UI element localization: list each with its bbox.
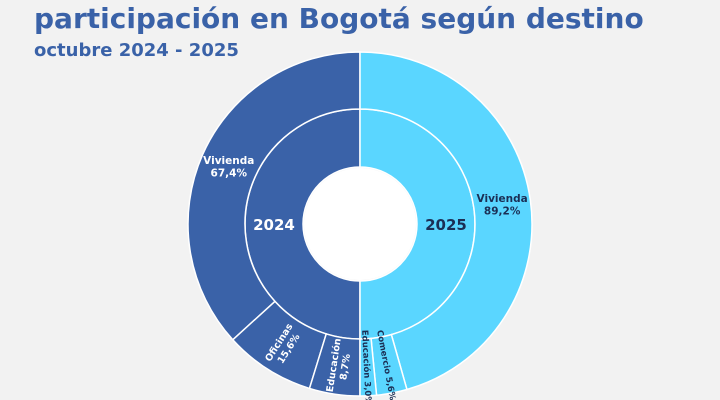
chart-title: participación en Bogotá según destino <box>34 2 644 35</box>
chart-subtitle: octubre 2024 - 2025 <box>34 40 239 61</box>
outer-label-3-value: 89,2% <box>484 206 521 218</box>
outer-slice-2024-0 <box>187 51 361 341</box>
outer-label-2-value: 8,7% <box>338 353 353 381</box>
outer-ring <box>187 51 533 397</box>
inner-label-2025: 2025 <box>425 216 467 234</box>
inner-ring <box>244 108 476 340</box>
outer-slice-2025-3 <box>359 51 533 391</box>
outer-slice-2024-2 <box>308 332 361 397</box>
outer-label-3-name: Vivienda <box>477 193 528 205</box>
outer-slice-2025-5 <box>359 337 378 397</box>
outer-label-0-value: 67,4% <box>211 167 248 179</box>
outer-label-5: Educación 3,0% <box>359 330 374 400</box>
donut-hole <box>304 168 416 280</box>
inner-label-2024: 2024 <box>253 216 295 234</box>
outer-slice-2024-1 <box>231 300 328 390</box>
outer-label-0-name: Vivienda <box>203 155 254 167</box>
